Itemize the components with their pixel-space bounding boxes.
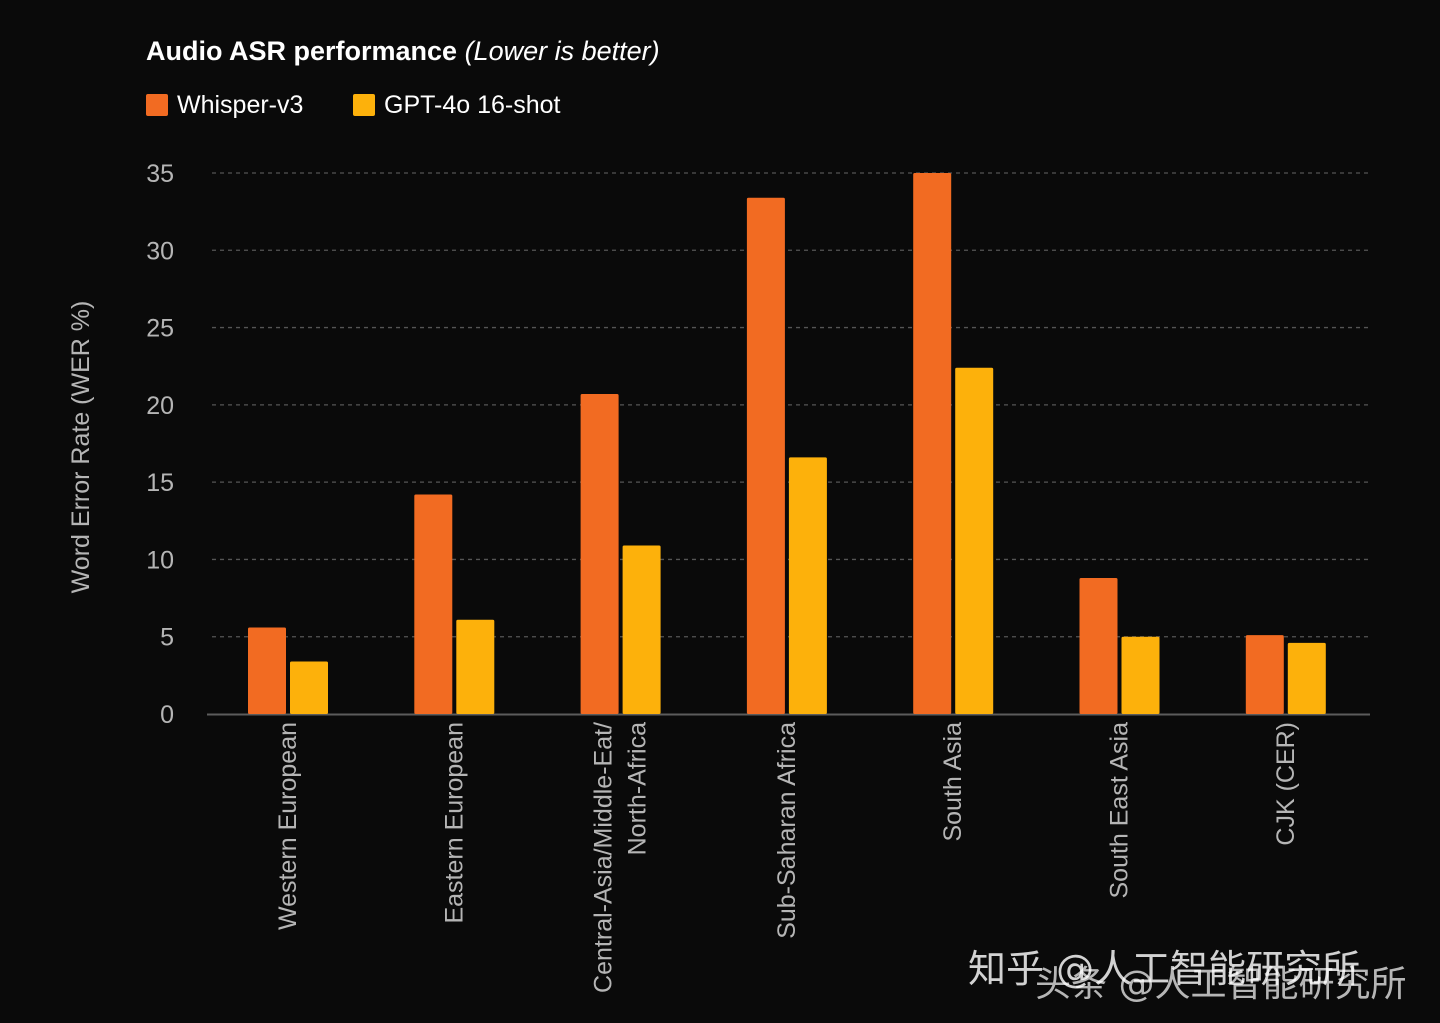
bar-gpt4o <box>1121 636 1160 714</box>
bar-gpt4o <box>788 457 827 714</box>
chart-title-subtitle: (Lower is better) <box>464 36 660 66</box>
chart-title: Audio ASR performance (Lower is better) <box>146 36 660 67</box>
y-tick-label: 30 <box>146 237 174 265</box>
chart-title-main: Audio ASR performance <box>146 36 458 66</box>
bar-gpt4o <box>290 661 328 714</box>
y-tick-label: 0 <box>160 701 174 729</box>
bar-whisper <box>248 627 286 714</box>
legend-label-gpt4o: GPT-4o 16-shot <box>384 90 561 119</box>
y-tick-label: 15 <box>146 469 174 497</box>
x-tick-label: South Asia <box>939 722 967 842</box>
x-tick-label: South East Asia <box>1106 722 1134 899</box>
y-tick-label: 25 <box>146 315 174 343</box>
watermark-zhihu: 知乎 @人工智能研究所 <box>968 947 1361 991</box>
x-tick-label: Sub-Saharan Africa <box>773 722 801 939</box>
watermark-toutiao: 头条 @人工智能研究所 <box>1035 964 1407 1005</box>
x-tick-label: Western European <box>274 722 302 930</box>
y-tick-label: 5 <box>160 624 174 652</box>
bar-gpt4o <box>1287 642 1326 714</box>
legend-item-whisper: Whisper-v3 <box>146 90 303 120</box>
x-tick-label: Central-Asia/Middle-Eat/ <box>590 722 618 993</box>
x-tick-label: Eastern European <box>440 722 468 924</box>
bar-gpt4o <box>955 367 994 714</box>
bar-whisper <box>1079 577 1118 714</box>
bar-whisper <box>1245 635 1284 714</box>
y-tick-label: 35 <box>146 160 174 188</box>
x-tick-label: CJK (CER) <box>1272 722 1300 846</box>
bar-gpt4o <box>622 545 661 714</box>
bar-whisper <box>580 394 619 714</box>
legend-swatch-gpt4o <box>353 94 375 116</box>
bar-whisper <box>746 197 785 714</box>
y-axis-label: Word Error Rate (WER %) <box>67 301 95 594</box>
legend-swatch-whisper <box>146 94 168 116</box>
x-tick-label: North-Africa <box>624 722 652 855</box>
bar-gpt4o <box>456 619 495 714</box>
bar-whisper <box>414 494 453 714</box>
legend-label-whisper: Whisper-v3 <box>177 90 304 119</box>
y-tick-label: 20 <box>146 392 174 420</box>
legend-item-gpt4o: GPT-4o 16-shot <box>353 90 560 120</box>
bar-whisper <box>913 173 952 714</box>
y-tick-label: 10 <box>146 546 174 574</box>
